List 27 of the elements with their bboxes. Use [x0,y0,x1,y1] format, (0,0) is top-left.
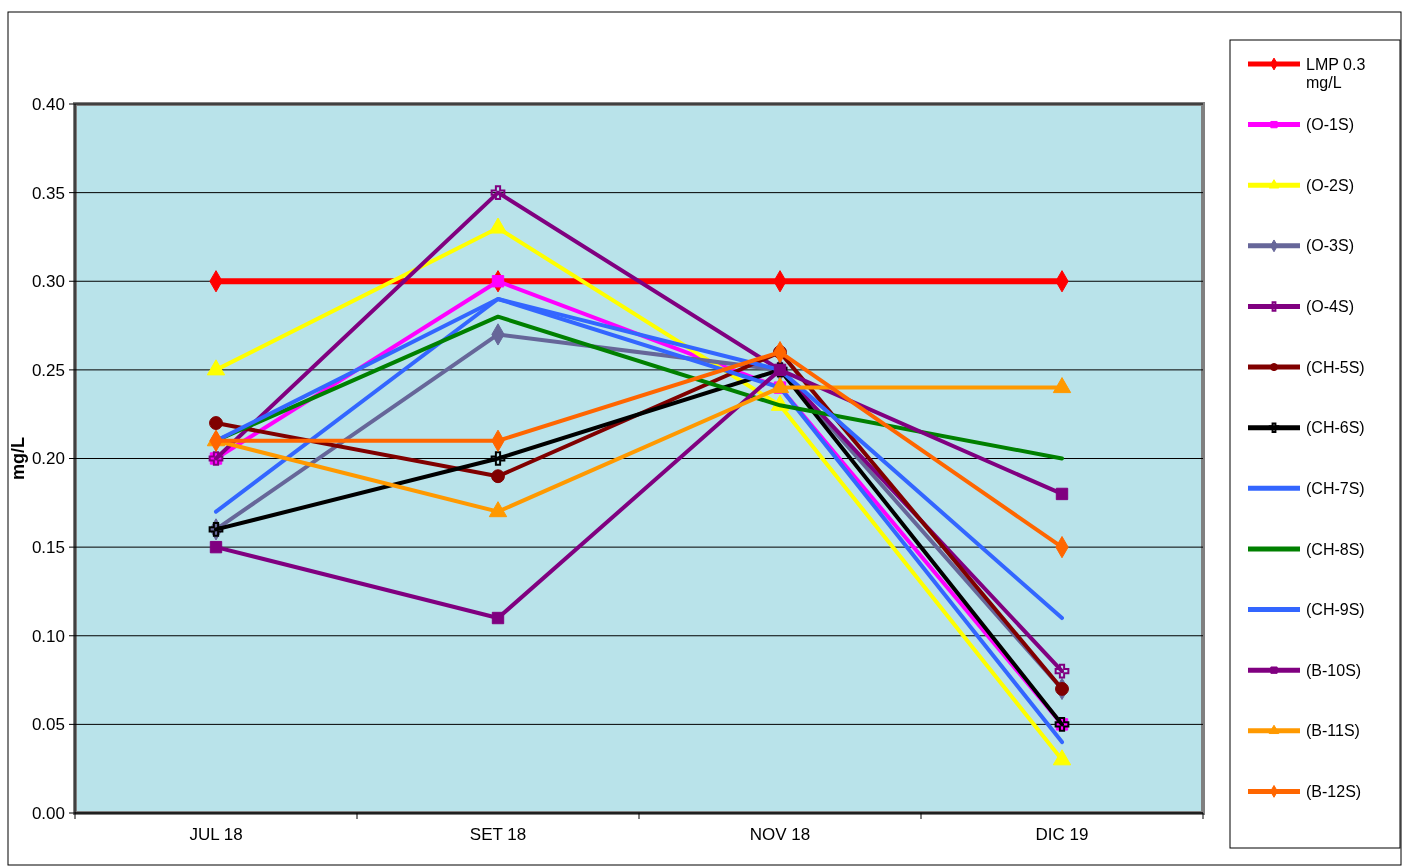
x-tick-label: NOV 18 [749,825,811,844]
y-tick-label: 0.40 [31,94,65,114]
legend-label: (CH-9S) [1306,601,1365,619]
y-tick-label: 0.05 [31,715,65,735]
y-tick-label: 0.35 [31,183,65,203]
y-tick-label: 0.00 [31,803,65,823]
legend-label: (CH-5S) [1306,358,1365,376]
y-tick-label: 0.15 [31,538,65,558]
legend-label: (O-4S) [1306,298,1354,316]
legend-label: (CH-7S) [1306,479,1365,497]
legend-label: (O-3S) [1306,237,1354,255]
legend-label: (CH-6S) [1306,419,1365,437]
y-tick-label: 0.20 [31,449,65,469]
x-tick-label: DIC 19 [1035,825,1089,844]
legend-label: LMP 0.3 mg/L [1306,55,1366,91]
legend-label: (B-11S) [1306,722,1360,740]
legend-label: (B-12S) [1306,782,1362,800]
y-axis-title: mg/L [8,437,28,480]
x-tick-label: SET 18 [469,825,527,844]
y-tick-label: 0.10 [31,626,65,646]
legend-label: (B-10S) [1306,661,1362,679]
legend-label: (O-2S) [1306,176,1354,194]
legend-label: (O-1S) [1306,116,1354,134]
legend-label: (CH-8S) [1306,540,1365,558]
y-tick-label: 0.30 [31,272,65,292]
x-tick-label: JUL 18 [189,825,243,844]
y-tick-label: 0.25 [31,360,65,380]
